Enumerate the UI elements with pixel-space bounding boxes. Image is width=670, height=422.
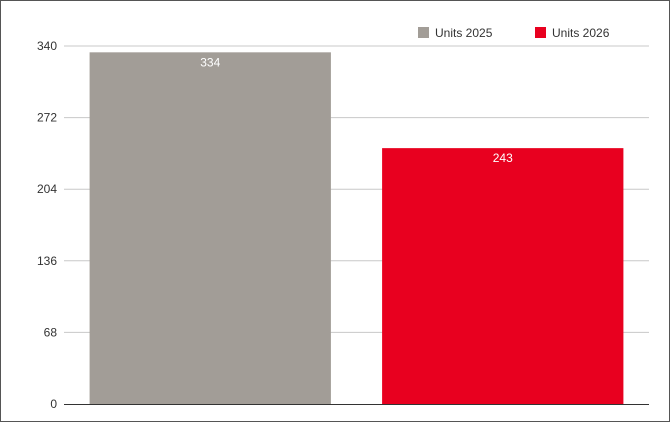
y-tick-label: 340: [37, 39, 57, 53]
y-tick-label: 0: [50, 397, 57, 411]
y-axis: 0 68 136 204 272 340: [37, 39, 57, 411]
legend-label-units-2026: Units 2026: [552, 26, 610, 40]
bar-units-2025: [89, 52, 331, 404]
bar-units-2026: [382, 148, 624, 404]
y-tick-label: 272: [37, 111, 57, 125]
legend-swatch-units-2026: [535, 27, 546, 38]
data-label-units-2026: 243: [493, 151, 513, 165]
legend-label-units-2025: Units 2025: [435, 26, 493, 40]
y-tick-label: 204: [37, 182, 57, 196]
bars: [89, 52, 624, 404]
data-label-units-2025: 334: [200, 55, 220, 69]
legend-swatch-units-2025: [418, 27, 429, 38]
y-tick-label: 68: [44, 325, 58, 339]
legend: Units 2025 Units 2026: [418, 26, 610, 40]
data-labels: 334 243: [200, 55, 513, 165]
y-tick-label: 136: [37, 254, 57, 268]
